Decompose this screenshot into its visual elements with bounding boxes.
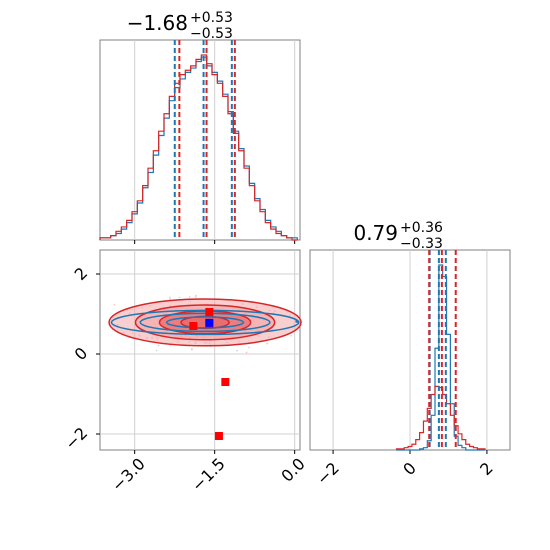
hist-x-series-red (99, 54, 298, 241)
hist-y-xtick-label: 0 (399, 458, 420, 479)
sample-point (245, 351, 248, 354)
hist-x-series-blue (99, 56, 298, 240)
contour-panel: −3.0 −1.5 0.0 −2 0 2 (61, 249, 309, 495)
blue-contour-level (139, 312, 271, 333)
hist-x-frame (99, 39, 301, 241)
blue-edge-point (295, 319, 299, 323)
histogram-panel-y: −2 0 2 0.79 +0.36−0.33 (309, 220, 511, 489)
blue-marker (205, 318, 214, 327)
sample-point (169, 296, 171, 299)
hist-y-series-red (395, 385, 486, 450)
histogram-panel-x: −1.68 +0.53−0.53 (99, 10, 301, 244)
red-marker (205, 308, 214, 316)
blue-contour-level (165, 316, 245, 329)
sample-point (157, 344, 160, 347)
sample-point (113, 303, 116, 306)
contour-ytick-label: −2 (61, 423, 91, 453)
sample-point (195, 294, 197, 297)
sample-point (194, 296, 197, 299)
contour-frame (99, 249, 301, 451)
sample-point (236, 349, 239, 352)
sample-point (290, 334, 293, 337)
hist-y-series-blue (396, 264, 485, 451)
hist-y-xtick-label: 2 (476, 458, 497, 479)
contour-xtick-label: −1.5 (188, 454, 229, 495)
sample-point (191, 348, 193, 350)
contour-xtick-label: 0.0 (277, 454, 308, 485)
sample-point (155, 349, 158, 352)
red-marker (221, 378, 230, 386)
sample-point (248, 346, 250, 349)
contour-xtick-label: −3.0 (108, 454, 149, 495)
red-marker (214, 432, 223, 440)
sample-point (266, 342, 269, 345)
blue-contour-level (110, 309, 300, 336)
hist-y-title-upper: +0.36 (400, 220, 443, 236)
sample-point (188, 296, 191, 298)
sample-point (178, 296, 181, 299)
hist-x-title-lower: −0.53 (190, 26, 233, 42)
hist-x-title-upper: +0.53 (190, 10, 233, 26)
hist-y-xtick-label: −2 (313, 458, 343, 488)
red-marker (189, 322, 198, 330)
contour-ytick-label: 2 (71, 263, 92, 284)
hist-y-title-value: 0.79 (353, 221, 398, 245)
hist-y-title-lower: −0.33 (400, 236, 443, 252)
hist-x-title-value: −1.68 (127, 11, 188, 35)
contour-ytick-label: 0 (71, 343, 92, 364)
sample-point (169, 298, 171, 301)
